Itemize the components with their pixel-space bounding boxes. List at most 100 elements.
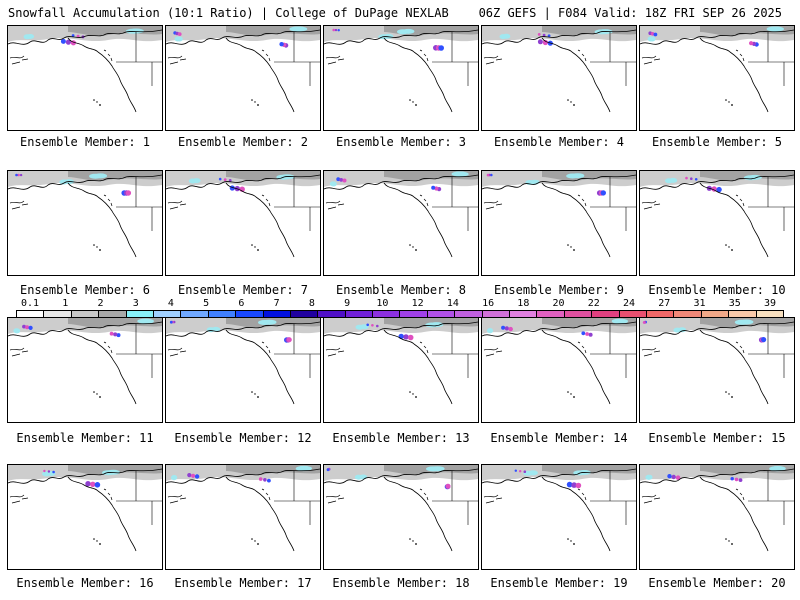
colorbar-swatch (44, 311, 72, 317)
ensemble-member-caption: Ensemble Member: 6 (19, 283, 151, 297)
colorbar-swatch (71, 311, 100, 317)
colorbar-swatch (592, 311, 620, 317)
snowfall-map (324, 318, 478, 405)
colorbar-swatch (208, 311, 237, 317)
colorbar-tick-label: 12 (411, 298, 424, 309)
ensemble-member-map (165, 464, 321, 570)
colorbar-swatch (345, 311, 374, 317)
colorbar-swatch (318, 311, 346, 317)
snowfall-map (166, 26, 320, 113)
ensemble-member-caption: Ensemble Member: 20 (648, 576, 786, 590)
ensemble-member-map (323, 170, 479, 276)
ensemble-member-caption: Ensemble Member: 11 (16, 431, 154, 445)
colorbar-swatch (646, 311, 675, 317)
colorbar-tick-label: 2 (97, 298, 104, 309)
ensemble-member-map (323, 317, 479, 423)
colorbar-tick-label: 20 (552, 298, 565, 309)
ensemble-member-caption: Ensemble Member: 9 (493, 283, 625, 297)
colorbar-swatches (16, 310, 784, 318)
ensemble-member-map (639, 25, 795, 131)
colorbar-swatch (236, 311, 264, 317)
snowfall-map (640, 465, 794, 552)
ensemble-member-caption: Ensemble Member: 7 (177, 283, 309, 297)
ensemble-member-caption: Ensemble Member: 19 (490, 576, 628, 590)
colorbar-swatch (482, 311, 511, 317)
ensemble-member-map (481, 25, 637, 131)
snowfall-map (166, 465, 320, 552)
ensemble-member-map (7, 317, 163, 423)
colorbar-tick-label: 6 (238, 298, 245, 309)
ensemble-member-map (323, 25, 479, 131)
ensemble-member-map (323, 464, 479, 570)
snowfall-map (166, 171, 320, 258)
ensemble-member-caption: Ensemble Member: 1 (19, 135, 151, 149)
ensemble-member-caption: Ensemble Member: 4 (493, 135, 625, 149)
snowfall-map (640, 171, 794, 258)
ensemble-member-caption: Ensemble Member: 18 (332, 576, 470, 590)
ensemble-member-map (7, 25, 163, 131)
colorbar-swatch (290, 311, 319, 317)
ensemble-member-map (639, 317, 795, 423)
ensemble-member-caption: Ensemble Member: 8 (335, 283, 467, 297)
colorbar-swatch (564, 311, 593, 317)
ensemble-member-map (165, 317, 321, 423)
ensemble-member-caption: Ensemble Member: 3 (335, 135, 467, 149)
colorbar-swatch (153, 311, 182, 317)
colorbar-tick-label: 39 (763, 298, 777, 309)
colorbar-tick-label: 4 (167, 298, 174, 309)
colorbar-swatch (537, 311, 565, 317)
snowfall-colorbar: 0.1 1 2 3 4 5 6 7 8 9 10 12 14 16 18 20 22 24 27 31 35 39 (16, 298, 784, 320)
colorbar-swatch (373, 311, 401, 317)
colorbar-tick-label: 18 (517, 298, 530, 309)
ensemble-member-map (639, 170, 795, 276)
snowfall-map (482, 318, 636, 405)
colorbar-tick-label: 10 (376, 298, 389, 309)
colorbar-swatch (729, 311, 757, 317)
ensemble-member-caption: Ensemble Member: 5 (651, 135, 783, 149)
colorbar-tick-label: 22 (587, 298, 600, 309)
colorbar-swatch (701, 311, 730, 317)
snowfall-map (8, 318, 162, 405)
ensemble-member-caption: Ensemble Member: 16 (16, 576, 154, 590)
colorbar-tick-label: 7 (273, 298, 280, 309)
ensemble-member-map (481, 317, 637, 423)
colorbar-tick-label: 5 (203, 298, 210, 309)
colorbar-swatch (619, 311, 647, 317)
colorbar-swatch (756, 311, 783, 317)
colorbar-tick-label: 24 (623, 298, 636, 309)
snowfall-map (324, 465, 478, 552)
colorbar-swatch (427, 311, 456, 317)
colorbar-tick-label: 14 (446, 298, 459, 309)
snowfall-map (640, 26, 794, 113)
ensemble-member-map (165, 170, 321, 276)
snowfall-map (8, 171, 162, 258)
snowfall-map (482, 26, 636, 113)
colorbar-swatch (510, 311, 538, 317)
snowfall-map (166, 318, 320, 405)
ensemble-member-caption: Ensemble Member: 10 (648, 283, 786, 297)
colorbar-tick-label: 31 (693, 298, 706, 309)
ensemble-member-caption: Ensemble Member: 12 (174, 431, 312, 445)
ensemble-member-caption: Ensemble Member: 17 (174, 576, 312, 590)
ensemble-member-caption: Ensemble Member: 2 (177, 135, 309, 149)
colorbar-swatch (17, 311, 45, 317)
ensemble-member-map (481, 464, 637, 570)
snowfall-map (324, 26, 478, 113)
ensemble-member-map (165, 25, 321, 131)
snowfall-map (8, 26, 162, 113)
snowfall-map (640, 318, 794, 405)
colorbar-tick-label: 9 (344, 298, 351, 309)
colorbar-tick-label: 16 (482, 298, 495, 309)
colorbar-swatch (99, 311, 127, 317)
colorbar-swatch (126, 311, 154, 317)
colorbar-swatch (263, 311, 291, 317)
ensemble-member-map (7, 464, 163, 570)
valid-time-label: 06Z GEFS | F084 Valid: 18Z FRI SEP 26 20… (478, 6, 782, 20)
ensemble-member-map (7, 170, 163, 276)
colorbar-tick-label: 27 (658, 298, 671, 309)
colorbar-swatch (181, 311, 209, 317)
colorbar-swatch (455, 311, 483, 317)
ensemble-member-caption: Ensemble Member: 13 (332, 431, 470, 445)
ensemble-member-caption: Ensemble Member: 14 (490, 431, 628, 445)
colorbar-swatch (400, 311, 428, 317)
